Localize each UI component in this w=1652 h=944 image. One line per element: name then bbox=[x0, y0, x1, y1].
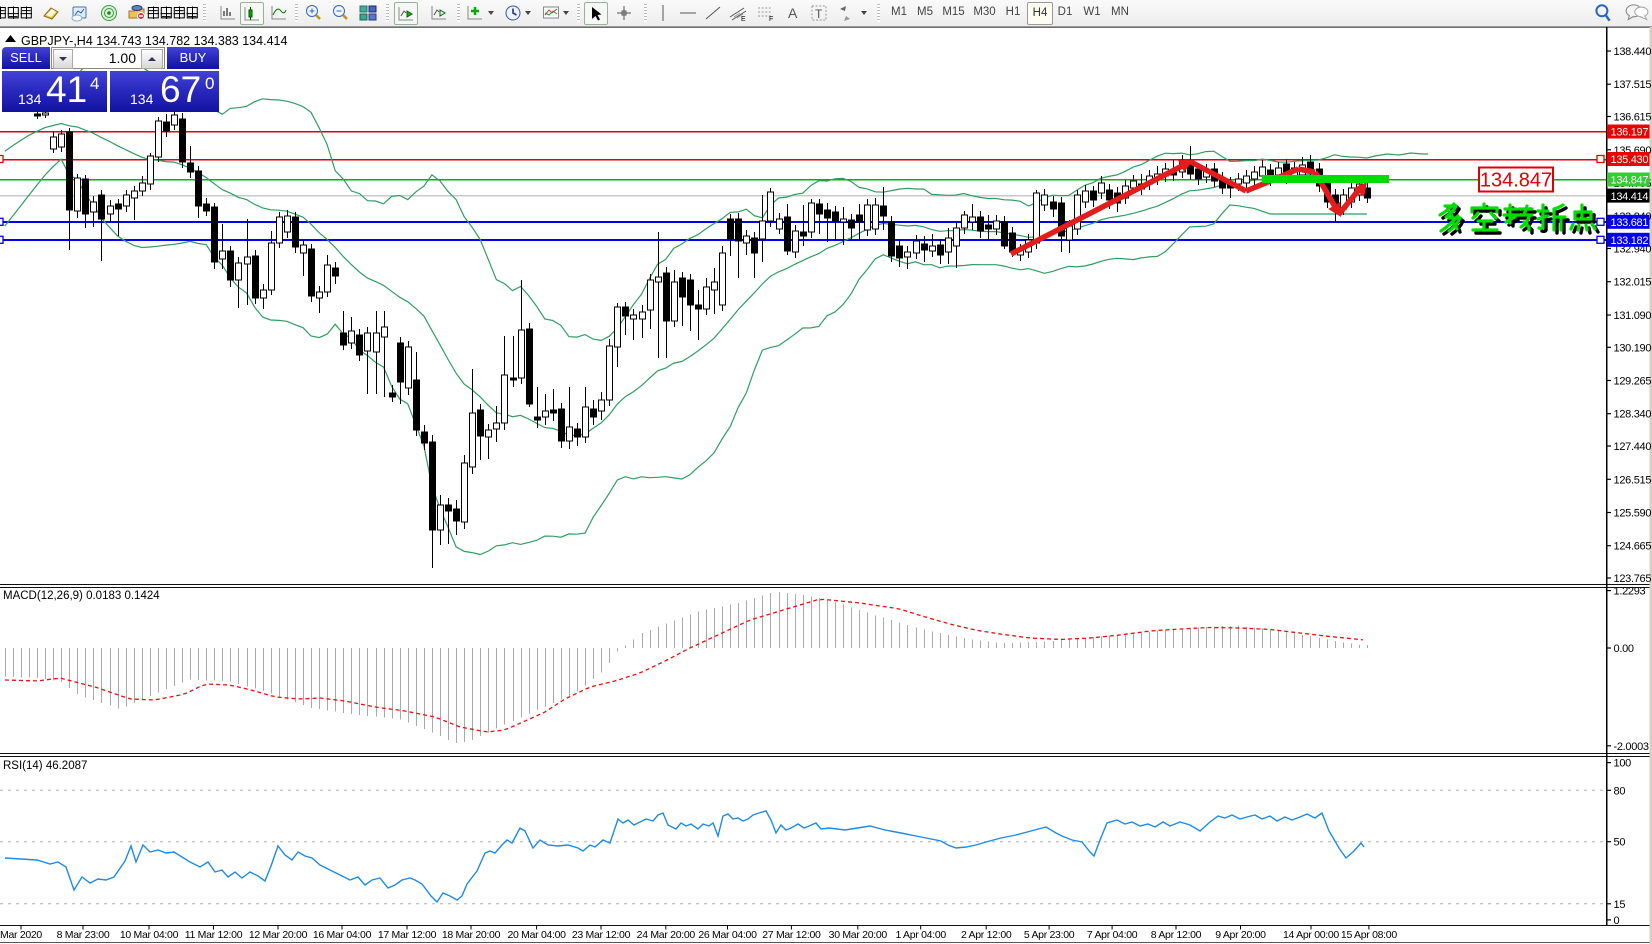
svg-text:27 Mar 12:00: 27 Mar 12:00 bbox=[762, 929, 821, 941]
svg-text:T: T bbox=[815, 7, 823, 21]
svg-text:20 Mar 04:00: 20 Mar 04:00 bbox=[507, 929, 566, 941]
svg-text:131.090: 131.090 bbox=[1614, 310, 1652, 322]
svg-text:134.847: 134.847 bbox=[1480, 170, 1552, 192]
svg-text:F: F bbox=[769, 16, 773, 23]
svg-text:5 Apr 23:00: 5 Apr 23:00 bbox=[1024, 929, 1075, 941]
svg-text:127.440: 127.440 bbox=[1614, 441, 1652, 453]
svg-text:E: E bbox=[741, 16, 746, 23]
svg-text:1.2293: 1.2293 bbox=[1614, 586, 1646, 598]
svg-text:134.414: 134.414 bbox=[1611, 191, 1649, 203]
svg-text:50: 50 bbox=[1614, 837, 1626, 849]
svg-text:12 Mar 20:00: 12 Mar 20:00 bbox=[249, 929, 308, 941]
svg-text:A: A bbox=[788, 5, 798, 21]
svg-text:132.015: 132.015 bbox=[1614, 277, 1652, 289]
svg-text:126.515: 126.515 bbox=[1614, 474, 1652, 486]
svg-text:RSI(14) 46.2087: RSI(14) 46.2087 bbox=[3, 760, 87, 772]
svg-text:11 Mar 12:00: 11 Mar 12:00 bbox=[185, 929, 243, 941]
svg-text:0: 0 bbox=[1614, 915, 1620, 927]
svg-text:137.515: 137.515 bbox=[1614, 79, 1652, 91]
svg-text:134.847: 134.847 bbox=[1611, 175, 1649, 187]
svg-text:9 Apr 20:00: 9 Apr 20:00 bbox=[1215, 929, 1266, 941]
svg-text:136.615: 136.615 bbox=[1614, 112, 1652, 124]
svg-text:125.590: 125.590 bbox=[1614, 508, 1652, 520]
svg-text:26 Mar 04:00: 26 Mar 04:00 bbox=[698, 929, 757, 941]
svg-text:129.265: 129.265 bbox=[1614, 376, 1652, 388]
svg-text:Mar 2020: Mar 2020 bbox=[0, 929, 42, 941]
svg-text:80: 80 bbox=[1614, 785, 1626, 797]
svg-text:8 Mar 23:00: 8 Mar 23:00 bbox=[57, 929, 110, 941]
svg-text:133.681: 133.681 bbox=[1611, 217, 1649, 229]
svg-text:17 Mar 12:00: 17 Mar 12:00 bbox=[378, 929, 437, 941]
svg-text:10 Mar 04:00: 10 Mar 04:00 bbox=[120, 929, 179, 941]
svg-text:2 Apr 12:00: 2 Apr 12:00 bbox=[961, 929, 1012, 941]
svg-text:123.765: 123.765 bbox=[1614, 573, 1652, 585]
svg-text:136.197: 136.197 bbox=[1611, 127, 1649, 139]
svg-text:7 Apr 04:00: 7 Apr 04:00 bbox=[1087, 929, 1138, 941]
svg-text:135.430: 135.430 bbox=[1611, 154, 1649, 166]
svg-text:15 Apr 08:00: 15 Apr 08:00 bbox=[1341, 929, 1397, 941]
svg-text:133.182: 133.182 bbox=[1611, 235, 1649, 247]
svg-text:18 Mar 20:00: 18 Mar 20:00 bbox=[442, 929, 501, 941]
svg-text:14 Apr 00:00: 14 Apr 00:00 bbox=[1283, 929, 1339, 941]
svg-text:0.00: 0.00 bbox=[1614, 643, 1634, 655]
svg-text:124.665: 124.665 bbox=[1614, 541, 1652, 553]
svg-text:24 Mar 20:00: 24 Mar 20:00 bbox=[637, 929, 696, 941]
svg-text:GBPJPY-,H4 134.743 134.782 13: GBPJPY-,H4 134.743 134.782 134.383 134.4… bbox=[21, 34, 287, 48]
svg-text:130.190: 130.190 bbox=[1614, 342, 1652, 354]
svg-text:8 Apr 12:00: 8 Apr 12:00 bbox=[1151, 929, 1202, 941]
svg-text:23 Mar 12:00: 23 Mar 12:00 bbox=[572, 929, 631, 941]
svg-text:138.440: 138.440 bbox=[1614, 46, 1652, 58]
svg-text:16 Mar 04:00: 16 Mar 04:00 bbox=[313, 929, 372, 941]
svg-text:MACD(12,26,9) 0.0183 0.1424: MACD(12,26,9) 0.0183 0.1424 bbox=[3, 590, 160, 602]
svg-text:30 Mar 20:00: 30 Mar 20:00 bbox=[829, 929, 888, 941]
svg-text:1 Apr 04:00: 1 Apr 04:00 bbox=[895, 929, 946, 941]
svg-text:-2.0003: -2.0003 bbox=[1614, 741, 1649, 753]
svg-text:128.340: 128.340 bbox=[1614, 409, 1652, 421]
svg-text:100: 100 bbox=[1614, 758, 1632, 770]
svg-text:15: 15 bbox=[1614, 899, 1626, 911]
